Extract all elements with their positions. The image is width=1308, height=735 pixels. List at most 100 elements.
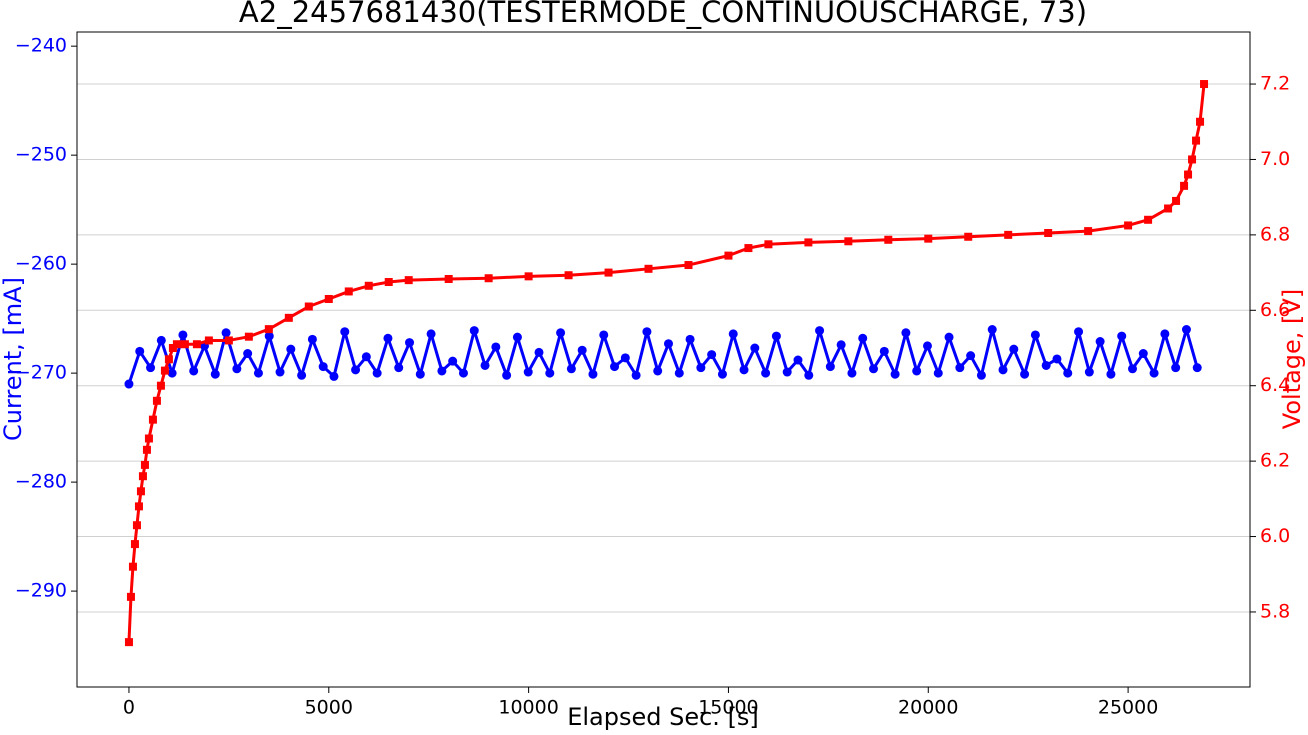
plot-frame <box>76 31 1251 688</box>
data-point <box>869 364 879 374</box>
data-point <box>1200 80 1209 89</box>
data-point <box>879 346 889 356</box>
data-point <box>364 281 373 290</box>
data-point <box>998 365 1008 375</box>
data-point <box>361 352 371 362</box>
data-point <box>685 334 695 344</box>
data-point <box>642 327 652 337</box>
data-point <box>156 381 165 390</box>
data-point <box>1164 204 1173 213</box>
x-axis-label: Elapsed Sec. [s] <box>567 703 759 731</box>
data-point <box>804 238 813 247</box>
data-point <box>372 368 382 378</box>
data-point <box>564 271 573 280</box>
data-point <box>1074 327 1084 337</box>
y-tick-label: −240 <box>15 35 67 57</box>
data-point <box>1192 136 1201 145</box>
data-point <box>384 278 393 287</box>
data-point <box>1117 331 1127 341</box>
data-point <box>599 330 609 340</box>
data-point <box>620 353 630 363</box>
data-point <box>1160 329 1170 339</box>
data-point <box>426 329 436 339</box>
chart-title: A2_2457681430(TESTERMODE_CONTINUOUSCHARG… <box>239 0 1087 29</box>
y2-tick-label: 6.6 <box>1260 299 1290 321</box>
data-point <box>437 366 447 376</box>
data-point <box>724 251 733 260</box>
data-point <box>793 355 803 365</box>
data-point <box>135 346 145 356</box>
data-point <box>458 368 468 378</box>
data-point <box>890 369 900 379</box>
y2-tick-label: 6.0 <box>1260 525 1290 547</box>
y2-tick-label: 6.8 <box>1260 223 1290 245</box>
y-tick-label: −290 <box>15 580 67 602</box>
data-point <box>663 339 673 349</box>
data-point <box>405 338 415 348</box>
data-point <box>243 349 253 359</box>
data-point <box>912 366 922 376</box>
data-point <box>126 592 135 601</box>
x-tick-label: 25000 <box>1098 697 1158 719</box>
data-point <box>172 340 181 349</box>
data-point <box>164 355 173 364</box>
data-point <box>782 367 792 377</box>
data-point <box>304 302 313 311</box>
y2-tick-label: 7.2 <box>1260 73 1290 95</box>
data-point <box>545 368 555 378</box>
data-point <box>192 340 201 349</box>
data-point <box>577 345 587 355</box>
data-point <box>383 333 393 343</box>
data-point <box>1052 354 1062 364</box>
data-point <box>728 329 738 339</box>
data-point <box>836 340 846 350</box>
data-point <box>987 325 997 335</box>
data-point <box>307 334 317 344</box>
data-point <box>631 370 641 380</box>
data-point <box>152 396 161 405</box>
data-point <box>189 366 199 376</box>
data-point <box>1181 325 1191 335</box>
data-point <box>717 369 727 379</box>
data-point <box>138 472 147 481</box>
data-point <box>128 562 137 571</box>
y2-tick-label: 6.4 <box>1260 374 1290 396</box>
data-point <box>146 363 156 373</box>
data-point <box>771 331 781 341</box>
data-point <box>922 341 932 351</box>
data-point <box>610 362 620 372</box>
data-point <box>588 369 598 379</box>
data-point <box>142 445 151 454</box>
data-point <box>815 326 825 336</box>
data-point <box>148 415 157 424</box>
data-point <box>750 343 760 353</box>
data-line <box>127 328 1199 385</box>
data-point <box>1184 170 1193 179</box>
data-point <box>144 434 153 443</box>
data-point <box>491 342 501 352</box>
x-tick-label: 0 <box>123 697 135 719</box>
data-point <box>764 240 773 249</box>
data-point <box>1180 181 1189 190</box>
data-point <box>136 487 145 496</box>
data-point <box>484 274 493 283</box>
data-point <box>502 370 512 380</box>
x-tick-label: 15000 <box>698 697 758 719</box>
data-point <box>744 244 753 253</box>
data-point <box>884 235 893 244</box>
data-point <box>924 234 933 243</box>
y2-tick-label: 6.2 <box>1260 450 1290 472</box>
data-point <box>1044 228 1053 237</box>
data-point <box>160 366 169 375</box>
data-point <box>1144 215 1153 224</box>
data-point <box>1020 369 1030 379</box>
data-point <box>415 369 425 379</box>
data-point <box>944 332 954 342</box>
data-point <box>1095 337 1105 347</box>
data-point <box>966 351 976 361</box>
data-point <box>858 333 868 343</box>
data-point <box>674 368 684 378</box>
y2-axis-label: Voltage, [V] <box>1278 289 1306 429</box>
data-point <box>707 350 717 360</box>
